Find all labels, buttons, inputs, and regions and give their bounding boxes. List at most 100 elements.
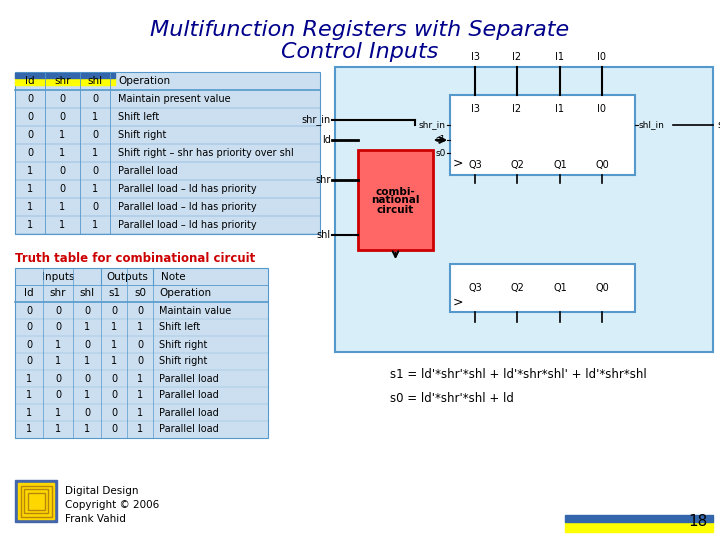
Text: Q2: Q2 (510, 160, 524, 170)
Text: combi-: combi- (376, 187, 415, 197)
Bar (450, 95, 635, 175)
Text: 1: 1 (26, 424, 32, 435)
Text: shr_in: shr_in (419, 120, 446, 130)
Text: Shift right: Shift right (159, 356, 207, 367)
Text: 1: 1 (27, 220, 33, 230)
Bar (15, 268, 268, 438)
Text: 1: 1 (55, 340, 61, 349)
Text: s0: s0 (436, 148, 446, 158)
Text: Multifunction Registers with Separate: Multifunction Registers with Separate (150, 20, 570, 40)
Text: 0: 0 (26, 340, 32, 349)
Text: 0: 0 (55, 322, 61, 333)
Text: shr: shr (315, 175, 331, 185)
Text: 0: 0 (92, 202, 98, 212)
Text: Parallel load – ld has priority: Parallel load – ld has priority (118, 202, 256, 212)
Text: 1: 1 (55, 424, 61, 435)
Text: Shift right – shr has priority over shl: Shift right – shr has priority over shl (118, 148, 294, 158)
Text: I0: I0 (598, 52, 606, 62)
Text: 1: 1 (137, 322, 143, 333)
Text: 0: 0 (84, 408, 90, 417)
Text: 0: 0 (55, 374, 61, 383)
Text: 0: 0 (60, 94, 66, 104)
Text: 1: 1 (27, 202, 33, 212)
Text: Truth table for combinational circuit: Truth table for combinational circuit (15, 252, 256, 265)
Text: shr_in: shr_in (302, 114, 331, 125)
Text: >: > (453, 295, 464, 308)
Text: 0: 0 (111, 424, 117, 435)
Text: 0: 0 (27, 148, 33, 158)
Text: 0: 0 (55, 306, 61, 315)
Text: Q1: Q1 (553, 160, 567, 170)
Text: shl_in: shl_in (717, 119, 720, 131)
Bar (335, 67, 713, 352)
Text: 1: 1 (137, 408, 143, 417)
Text: 0: 0 (92, 94, 98, 104)
Text: 0: 0 (137, 306, 143, 315)
Text: Note: Note (161, 272, 186, 281)
Text: 1: 1 (92, 220, 98, 230)
Text: Q0: Q0 (595, 283, 609, 293)
Text: 0: 0 (60, 184, 66, 194)
Text: 1: 1 (84, 356, 90, 367)
Text: I0: I0 (598, 104, 606, 114)
Text: Parallel load: Parallel load (159, 374, 219, 383)
Text: 0: 0 (111, 408, 117, 417)
Text: 0: 0 (92, 130, 98, 140)
Text: I3: I3 (470, 104, 480, 114)
Text: Operation: Operation (118, 76, 170, 86)
Text: 0: 0 (26, 356, 32, 367)
Text: 1: 1 (137, 424, 143, 435)
Text: national: national (372, 195, 420, 205)
Text: Control Inputs: Control Inputs (282, 42, 438, 62)
Text: 0: 0 (92, 166, 98, 176)
Bar (24, 489, 48, 513)
Text: 1: 1 (60, 148, 66, 158)
Bar (15, 480, 57, 522)
Text: ld: ld (25, 76, 35, 86)
Text: Parallel load: Parallel load (159, 408, 219, 417)
Text: Parallel load – ld has priority: Parallel load – ld has priority (118, 220, 256, 230)
Bar (565, 522, 713, 532)
Text: 0: 0 (111, 374, 117, 383)
Text: shl: shl (87, 76, 102, 86)
Text: s0: s0 (134, 288, 146, 299)
Text: 1: 1 (27, 166, 33, 176)
Text: 1: 1 (92, 148, 98, 158)
Text: 0: 0 (84, 306, 90, 315)
Text: shl_in: shl_in (639, 120, 665, 130)
Text: I2: I2 (513, 52, 521, 62)
Text: 0: 0 (137, 340, 143, 349)
Text: Q3: Q3 (468, 160, 482, 170)
Text: circuit: circuit (377, 205, 414, 215)
Text: 1: 1 (137, 390, 143, 401)
Text: 0: 0 (84, 374, 90, 383)
Text: I3: I3 (470, 52, 480, 62)
Text: s0 = ld'*shr'*shl + ld: s0 = ld'*shr'*shl + ld (390, 392, 514, 404)
Text: 1: 1 (92, 112, 98, 122)
Text: 0: 0 (84, 340, 90, 349)
Text: Shift right: Shift right (118, 130, 166, 140)
Text: I1: I1 (556, 104, 564, 114)
Text: 0: 0 (27, 112, 33, 122)
Text: I2: I2 (513, 104, 521, 114)
Text: 1: 1 (92, 184, 98, 194)
Bar (20, 485, 52, 516)
Text: 0: 0 (27, 94, 33, 104)
Text: Q3: Q3 (468, 283, 482, 293)
Bar (15, 72, 320, 234)
Text: Shift left: Shift left (159, 322, 200, 333)
Bar (565, 515, 713, 522)
Text: 1: 1 (111, 340, 117, 349)
Bar (15, 78, 115, 85)
Text: 1: 1 (60, 220, 66, 230)
Text: Shift right: Shift right (159, 340, 207, 349)
Text: shl: shl (317, 230, 331, 240)
Text: Parallel load: Parallel load (118, 166, 178, 176)
Text: I1: I1 (556, 52, 564, 62)
Text: s1: s1 (108, 288, 120, 299)
Text: Shift left: Shift left (118, 112, 159, 122)
Text: 1: 1 (26, 408, 32, 417)
Text: 1: 1 (111, 322, 117, 333)
Text: 1: 1 (60, 202, 66, 212)
Text: 0: 0 (26, 306, 32, 315)
